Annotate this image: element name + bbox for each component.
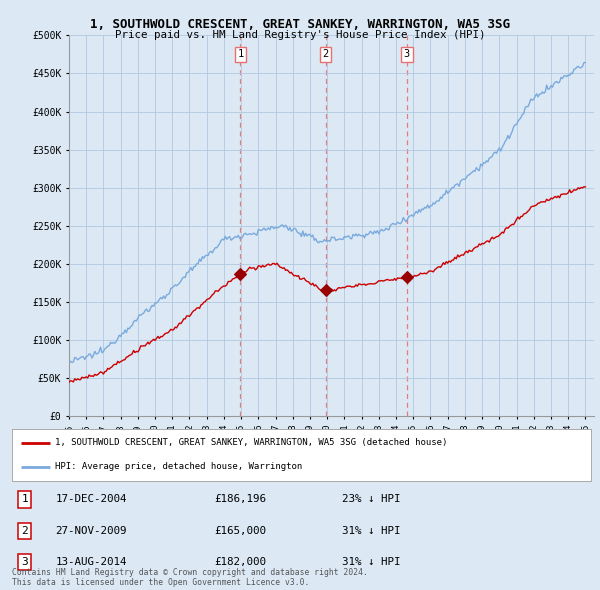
Text: 2: 2 (22, 526, 28, 536)
Text: Contains HM Land Registry data © Crown copyright and database right 2024.
This d: Contains HM Land Registry data © Crown c… (12, 568, 368, 587)
Text: 23% ↓ HPI: 23% ↓ HPI (342, 494, 401, 504)
Text: 1: 1 (237, 50, 244, 60)
Text: 3: 3 (22, 557, 28, 567)
Point (236, 270, 245, 279)
Point (402, 273, 412, 282)
Text: 17-DEC-2004: 17-DEC-2004 (55, 494, 127, 504)
Text: 2: 2 (323, 50, 329, 60)
Text: Price paid vs. HM Land Registry's House Price Index (HPI): Price paid vs. HM Land Registry's House … (115, 30, 485, 40)
Text: 27-NOV-2009: 27-NOV-2009 (55, 526, 127, 536)
Point (321, 286, 331, 295)
Text: HPI: Average price, detached house, Warrington: HPI: Average price, detached house, Warr… (55, 463, 302, 471)
Text: 1, SOUTHWOLD CRESCENT, GREAT SANKEY, WARRINGTON, WA5 3SG (detached house): 1, SOUTHWOLD CRESCENT, GREAT SANKEY, WAR… (55, 438, 448, 447)
Text: £165,000: £165,000 (215, 526, 266, 536)
Text: £182,000: £182,000 (215, 557, 266, 567)
Text: 31% ↓ HPI: 31% ↓ HPI (342, 557, 401, 567)
Text: 31% ↓ HPI: 31% ↓ HPI (342, 526, 401, 536)
Text: 13-AUG-2014: 13-AUG-2014 (55, 557, 127, 567)
Text: 1, SOUTHWOLD CRESCENT, GREAT SANKEY, WARRINGTON, WA5 3SG: 1, SOUTHWOLD CRESCENT, GREAT SANKEY, WAR… (90, 18, 510, 31)
Text: £186,196: £186,196 (215, 494, 266, 504)
Text: 3: 3 (404, 50, 410, 60)
Text: 1: 1 (22, 494, 28, 504)
